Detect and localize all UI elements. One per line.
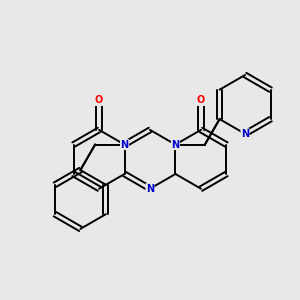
Text: N: N: [146, 184, 154, 194]
Text: O: O: [95, 95, 103, 106]
Text: N: N: [121, 140, 129, 150]
Text: N: N: [171, 140, 179, 150]
Text: N: N: [241, 129, 249, 139]
Text: O: O: [197, 95, 205, 106]
